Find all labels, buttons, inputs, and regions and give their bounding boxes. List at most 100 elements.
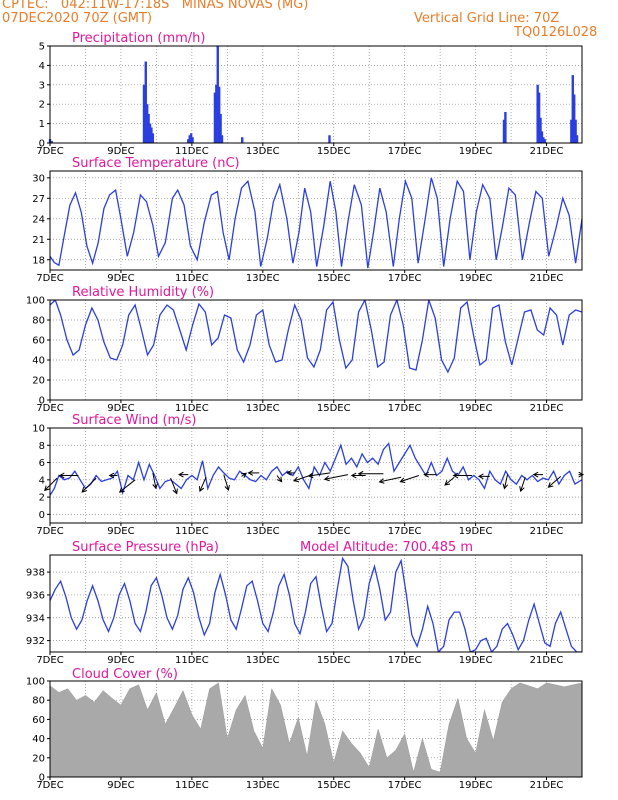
temp-ytick-label: 27 <box>32 194 45 205</box>
temp-xtick-label: 15DEC <box>317 273 351 284</box>
precip-xtick-label: 17DEC <box>388 146 422 157</box>
precip-bar <box>571 75 574 143</box>
precip-bar <box>542 137 545 143</box>
precip-bar <box>217 86 221 143</box>
cloud-xtick-label: 17DEC <box>388 780 422 791</box>
wind-arrow-head <box>198 486 205 493</box>
precip-bar <box>575 135 579 143</box>
wind-arrow-head <box>519 486 525 493</box>
wind-arrow-head <box>502 483 509 490</box>
wind-arrow <box>276 475 283 482</box>
precip-frame <box>49 45 583 144</box>
precip-ytick-label: 5 <box>39 42 45 53</box>
wind-xtick-label: 21DEC <box>530 526 564 537</box>
wind-arrow <box>324 474 349 480</box>
wind-arrow-head <box>323 475 330 482</box>
rh-xtick-label: 7DEC <box>36 403 63 414</box>
rh-ytick-label: 0 <box>39 396 45 407</box>
wind-frame <box>49 427 583 524</box>
cloud-ytick-label: 80 <box>32 696 45 707</box>
wind-arrow-head <box>292 476 299 483</box>
press-note: Model Altitude: 700.485 m <box>300 540 473 555</box>
wind-arrow-head <box>108 472 115 479</box>
wind-arrow <box>199 477 207 492</box>
precip-bar <box>50 141 53 143</box>
precip-bar <box>150 127 153 143</box>
precip-ytick-label: 0 <box>39 139 45 150</box>
precip-bar <box>144 61 147 143</box>
rh-xtick-label: 11DEC <box>175 403 209 414</box>
wind-arrow-head <box>178 471 184 478</box>
wind-xtick-label: 11DEC <box>175 526 209 537</box>
wind-arrow-head <box>399 477 406 484</box>
temp-xtick-label: 17DEC <box>388 273 422 284</box>
precip-bar <box>536 84 539 143</box>
wind-arrow <box>503 474 509 489</box>
temp-line <box>50 177 582 269</box>
precip-xtick-label: 7DEC <box>36 146 63 157</box>
temp-xtick-label: 21DEC <box>530 273 564 284</box>
wind-arrow-head <box>118 487 125 493</box>
cloud-ytick-label: 100 <box>26 677 45 688</box>
wind-arrow-head <box>444 480 451 486</box>
press-title: Surface Pressure (hPa) <box>72 540 219 555</box>
rh-xtick-label: 17DEC <box>388 403 422 414</box>
wind-arrow <box>308 472 331 477</box>
press-xtick-label: 21DEC <box>530 655 564 666</box>
wind-arrow-head <box>357 470 364 477</box>
precip-ytick-label: 3 <box>39 80 45 91</box>
wind-arrow-head <box>547 482 554 488</box>
wind-arrow-head <box>44 485 50 492</box>
cloud-xtick-label: 15DEC <box>317 780 351 791</box>
wind-line <box>50 442 582 496</box>
precip-ytick-label: 2 <box>39 100 45 111</box>
wind-arrow-head <box>172 488 178 495</box>
precip-bar <box>220 135 224 143</box>
rh-xtick-label: 15DEC <box>317 403 351 414</box>
temp-frame <box>49 170 583 271</box>
cloud-xtick-label: 19DEC <box>459 780 493 791</box>
cloud-xtick-label: 11DEC <box>175 780 209 791</box>
precip-bar <box>504 111 507 143</box>
press-xtick-label: 19DEC <box>459 655 493 666</box>
precip-bar <box>147 113 150 143</box>
cloud-panel: 0 20 40 60 80 100 7DEC 9DEC 11DEC 13DEC 15DEC 17DEC… <box>26 667 583 791</box>
rh-ytick-label: 100 <box>26 296 45 307</box>
wind-panel: 0 2 4 6 8 10 7DEC 9DEC 11DEC 13DEC 15DEC 17DEC 19DEC… <box>32 413 585 537</box>
wind-arrow-head <box>241 472 248 478</box>
temp-ytick-label: 24 <box>32 214 45 225</box>
wind-arrow-head <box>452 472 459 479</box>
rh-title: Relative Humidity (%) <box>72 285 214 300</box>
header-location: CPTEC: 042:11W-17:18S MINAS NOVAS (MG) <box>2 0 309 12</box>
press-xtick-label: 11DEC <box>175 655 209 666</box>
wind-arrow <box>152 472 157 489</box>
wind-arrow <box>520 477 526 492</box>
precip-bar <box>142 84 146 143</box>
temp-xtick-label: 7DEC <box>36 273 63 284</box>
wind-arrow-head <box>276 476 283 483</box>
press-xtick-label: 13DEC <box>246 655 280 666</box>
precip-xtick-label: 11DEC <box>175 146 209 157</box>
header-code: TQ0126L028 <box>514 25 598 40</box>
wind-arrow-head <box>423 471 429 478</box>
wind-arrow <box>379 476 402 483</box>
wind-ytick-label: 10 <box>32 424 45 435</box>
precip-panel: 0 1 2 3 4 5 7DEC 9DEC 11DEC 13DEC 15DEC 17DEC 19DEC 2… <box>36 31 583 157</box>
temp-xtick-label: 11DEC <box>175 273 209 284</box>
wind-arrow-head <box>350 472 357 479</box>
cloud-ytick-label: 0 <box>39 773 45 784</box>
press-xtick-label: 15DEC <box>317 655 351 666</box>
wind-arrow <box>548 475 562 488</box>
wind-xtick-label: 9DEC <box>107 526 134 537</box>
temp-ytick-label: 21 <box>32 235 45 246</box>
precip-bar <box>502 119 506 143</box>
precip-bar <box>219 113 222 143</box>
wind-arrow-head <box>247 470 254 476</box>
wind-arrow-head <box>285 470 292 476</box>
wind-arrow-head <box>224 485 230 492</box>
precip-ytick-label: 1 <box>39 119 45 130</box>
temp-ytick-label: 30 <box>32 173 45 184</box>
wind-ytick-label: 6 <box>39 458 45 469</box>
precip-xtick-label: 21DEC <box>530 146 564 157</box>
